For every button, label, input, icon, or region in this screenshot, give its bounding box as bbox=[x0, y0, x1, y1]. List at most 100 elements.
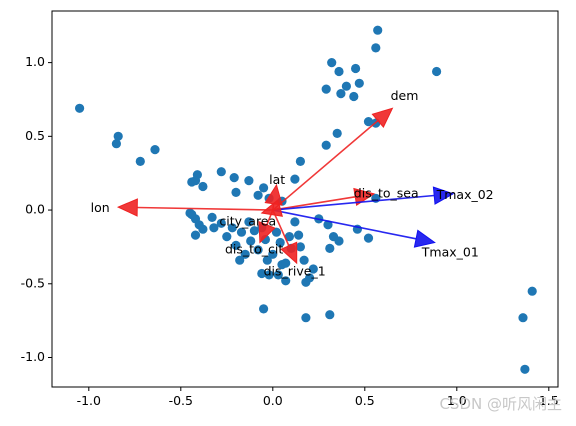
scatter-point bbox=[209, 223, 219, 233]
x-tick-label: 0.0 bbox=[263, 393, 283, 408]
scatter-point bbox=[190, 176, 201, 186]
scatter-point bbox=[334, 66, 344, 77]
scatter-point bbox=[354, 78, 364, 88]
scatter-point bbox=[253, 190, 263, 200]
arrow-label: dis_to_sea bbox=[354, 185, 419, 200]
scatter-point bbox=[229, 173, 239, 183]
loading-arrow-dis-rive-1 bbox=[272, 209, 298, 265]
x-tick-label: 1.5 bbox=[539, 393, 559, 408]
scatter-point bbox=[325, 243, 335, 253]
scatter-point bbox=[240, 249, 250, 259]
arrow-head bbox=[371, 107, 394, 129]
scatter-point bbox=[135, 156, 145, 166]
loading-arrow-city-area bbox=[260, 199, 283, 217]
scatter-point bbox=[259, 183, 269, 193]
arrow-shaft bbox=[272, 209, 290, 247]
scatter-point bbox=[432, 66, 442, 77]
arrow-shaft bbox=[272, 194, 435, 211]
scatter-point bbox=[373, 25, 383, 35]
scatter-point bbox=[294, 230, 304, 240]
y-tick-label: 0.0 bbox=[25, 202, 45, 217]
arrow-label: dem bbox=[391, 88, 419, 103]
scatter-point bbox=[341, 81, 351, 91]
scatter-point bbox=[295, 242, 305, 252]
scatter-point bbox=[518, 313, 528, 323]
scatter-point bbox=[231, 240, 241, 250]
scatter-point bbox=[249, 226, 259, 236]
scatter-point bbox=[308, 264, 318, 274]
scatter-point bbox=[321, 140, 331, 150]
arrow-head bbox=[260, 199, 283, 217]
scatter-point bbox=[216, 218, 226, 228]
scatter-point bbox=[327, 58, 337, 68]
loading-arrow-tmax-02 bbox=[272, 186, 455, 211]
y-tick-label: 1.0 bbox=[25, 54, 45, 69]
scatter-point bbox=[236, 227, 247, 237]
arrow-label: Tmax_02 bbox=[436, 187, 494, 202]
scatter-point bbox=[325, 310, 335, 320]
scatter-point bbox=[323, 220, 333, 230]
arrow-shaft bbox=[137, 206, 273, 211]
x-tick-label: 0.5 bbox=[355, 393, 375, 408]
arrow-shaft bbox=[272, 209, 417, 240]
loading-arrow-dis-to-cit bbox=[258, 209, 276, 244]
scatter-point bbox=[75, 103, 85, 113]
scatter-point bbox=[222, 232, 232, 242]
y-axis-ticks: 1.0 0.5 0.0 -0.5 -1.0 bbox=[21, 54, 52, 364]
scatter-point bbox=[207, 212, 217, 222]
scatter-point bbox=[527, 286, 537, 296]
arrow-label: lon bbox=[91, 200, 110, 215]
scatter-point bbox=[321, 84, 331, 94]
scatter-point bbox=[281, 258, 291, 268]
scatter-point bbox=[305, 273, 315, 283]
arrow-head bbox=[413, 229, 436, 248]
scatter-point bbox=[262, 255, 272, 265]
scatter-point bbox=[273, 270, 283, 280]
x-tick-label: -0.5 bbox=[169, 393, 193, 408]
scatter-point bbox=[281, 276, 291, 286]
scatter-point bbox=[259, 304, 269, 314]
scatter-point bbox=[301, 313, 311, 323]
scatter-point bbox=[244, 176, 254, 186]
scatter-point bbox=[198, 224, 208, 234]
scatter-point bbox=[371, 43, 381, 53]
x-axis-ticks: -1.0 -0.5 0.0 0.5 1.0 1.5 bbox=[77, 387, 559, 408]
watermark-text: CSDN @听风闲主 bbox=[439, 395, 562, 413]
scatter-point bbox=[268, 249, 278, 259]
scatter-point bbox=[244, 217, 254, 227]
scatter-point bbox=[275, 237, 285, 248]
scatter-point bbox=[190, 230, 201, 240]
y-tick-label: 0.5 bbox=[25, 128, 45, 143]
scatter-point bbox=[334, 236, 344, 246]
arrow-shaft bbox=[272, 119, 379, 211]
plot-frame bbox=[51, 10, 559, 388]
arrow-label: dis_rive_1 bbox=[264, 264, 326, 279]
scatter-point bbox=[363, 233, 374, 243]
scatter-point bbox=[349, 91, 359, 102]
arrow-shaft bbox=[266, 209, 274, 226]
scatter-point bbox=[235, 255, 245, 265]
scatter-point bbox=[520, 364, 530, 374]
scatter-point bbox=[290, 174, 300, 184]
scatter-point bbox=[257, 268, 267, 279]
scatter-point bbox=[290, 217, 300, 227]
loading-arrow-dem bbox=[272, 107, 394, 211]
arrow-head bbox=[353, 187, 376, 207]
scatter-point bbox=[271, 227, 282, 237]
arrow-head bbox=[432, 186, 455, 205]
scatter-point bbox=[113, 131, 123, 141]
scatter-point bbox=[253, 245, 263, 255]
scatter-point bbox=[187, 209, 197, 220]
arrow-head bbox=[280, 241, 298, 265]
scatter-point bbox=[351, 63, 361, 74]
scatter-point bbox=[336, 89, 346, 99]
arrow-labels-layer: dem dis_to_sea Tmax_02 Tmax_01 lon lat city_ar… bbox=[91, 88, 494, 279]
arrow-head bbox=[258, 220, 276, 244]
arrow-head bbox=[116, 198, 138, 217]
scatter-point bbox=[216, 167, 226, 177]
scatter-point bbox=[227, 223, 237, 233]
arrow-label: Tmax_01 bbox=[421, 244, 479, 259]
arrow-label: lat bbox=[269, 172, 285, 187]
